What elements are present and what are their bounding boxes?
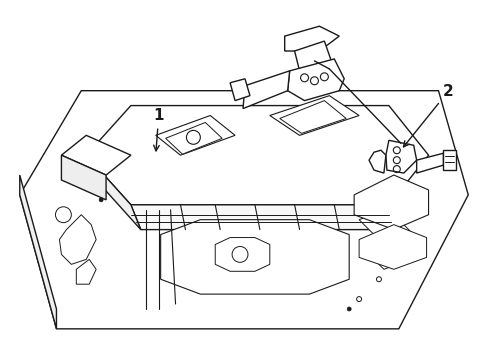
Polygon shape <box>165 122 222 154</box>
Polygon shape <box>215 238 269 271</box>
Polygon shape <box>373 247 416 269</box>
Polygon shape <box>230 79 249 100</box>
Polygon shape <box>20 91 468 329</box>
Polygon shape <box>416 153 443 173</box>
Text: 2: 2 <box>403 84 453 147</box>
Polygon shape <box>358 205 413 235</box>
Polygon shape <box>287 59 344 100</box>
Circle shape <box>346 307 350 311</box>
Polygon shape <box>284 26 339 51</box>
Circle shape <box>277 267 281 271</box>
Polygon shape <box>269 96 358 135</box>
Polygon shape <box>86 155 141 230</box>
Polygon shape <box>60 215 96 264</box>
Polygon shape <box>161 220 348 294</box>
Polygon shape <box>155 116 235 155</box>
Polygon shape <box>61 135 131 175</box>
Polygon shape <box>279 100 346 133</box>
Polygon shape <box>76 260 96 284</box>
Polygon shape <box>20 175 56 329</box>
Polygon shape <box>385 140 416 173</box>
Text: 1: 1 <box>153 108 163 151</box>
Polygon shape <box>243 71 289 109</box>
Polygon shape <box>131 205 398 230</box>
Polygon shape <box>358 225 426 269</box>
Circle shape <box>99 198 103 202</box>
Polygon shape <box>353 175 427 230</box>
Polygon shape <box>443 150 455 170</box>
Polygon shape <box>61 155 106 200</box>
Polygon shape <box>294 41 331 76</box>
Polygon shape <box>86 105 427 205</box>
Polygon shape <box>368 225 416 252</box>
Polygon shape <box>368 150 385 173</box>
